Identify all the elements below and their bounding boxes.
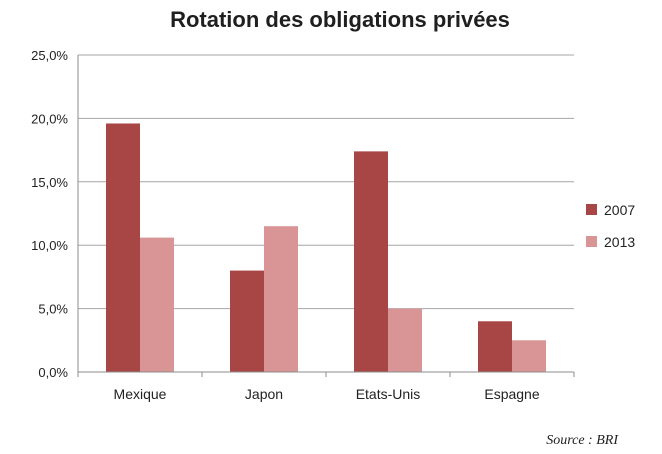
x-category-label: Etats-Unis xyxy=(356,386,421,402)
x-category-label: Espagne xyxy=(484,386,539,402)
bar-espagne-2007 xyxy=(478,321,512,372)
legend-label-2013: 2013 xyxy=(604,234,635,250)
bar-japon-2007 xyxy=(230,270,264,372)
legend: 2007 2013 xyxy=(586,202,635,250)
bar-etats-unis-2013 xyxy=(388,308,422,372)
source-note: Source : BRI xyxy=(546,433,619,448)
y-tick-label: 15,0% xyxy=(31,175,68,190)
legend-label-2007: 2007 xyxy=(604,202,635,218)
legend-swatch-2013 xyxy=(586,236,597,247)
bars xyxy=(106,123,546,372)
bar-japon-2013 xyxy=(264,226,298,372)
x-category-label: Japon xyxy=(245,386,283,402)
y-tick-label: 10,0% xyxy=(31,238,68,253)
axes: 0,0% 5,0% 10,0% 15,0% 20,0% 25,0% Mexique Japon… xyxy=(31,48,575,402)
bar-etats-unis-2007 xyxy=(354,151,388,372)
y-tick-label: 0,0% xyxy=(38,365,68,380)
bar-espagne-2013 xyxy=(512,340,546,372)
x-category-label: Mexique xyxy=(114,386,167,402)
y-tick-label: 5,0% xyxy=(38,302,68,317)
bar-mexique-2007 xyxy=(106,123,140,372)
bar-mexique-2013 xyxy=(140,237,174,372)
y-tick-label: 20,0% xyxy=(31,111,68,126)
chart-title: Rotation des obligations privées xyxy=(170,7,510,32)
legend-swatch-2007 xyxy=(586,204,597,215)
y-tick-label: 25,0% xyxy=(31,48,68,63)
